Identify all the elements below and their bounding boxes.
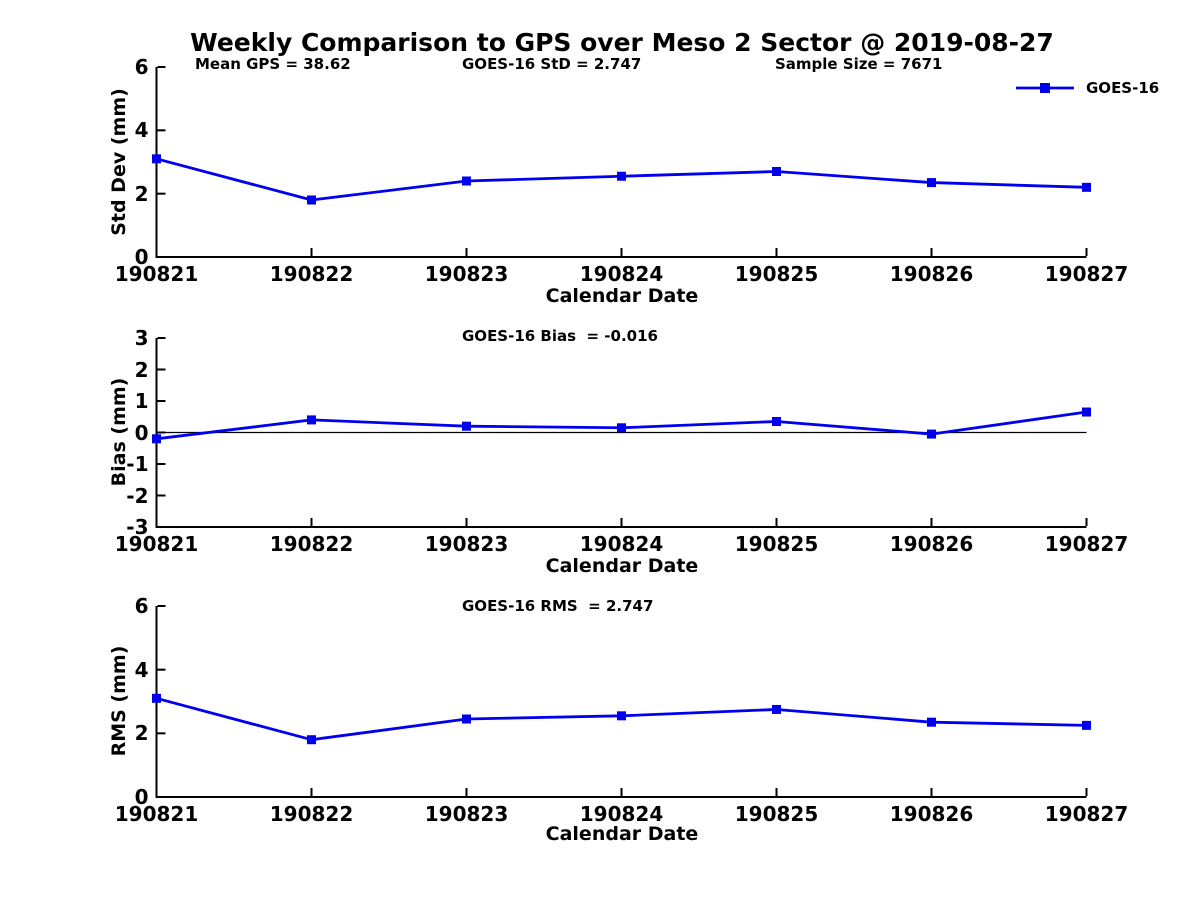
data-point-marker xyxy=(772,704,781,714)
data-point-marker xyxy=(152,434,161,444)
x-tick-label: 190821 xyxy=(114,532,199,556)
legend-line-icon xyxy=(1016,83,1074,93)
y-tick-label: 2 xyxy=(134,721,149,746)
x-tick-label: 190822 xyxy=(269,802,354,826)
subplot-stddev: Weekly Comparison to GPS over Meso 2 Sec… xyxy=(0,0,1200,310)
y-tick-label: 0 xyxy=(134,420,149,445)
data-point-marker xyxy=(1082,182,1091,192)
data-point-marker xyxy=(462,714,471,724)
x-tick-label: 190822 xyxy=(269,532,354,556)
x-tick-label: 190821 xyxy=(114,262,199,286)
data-point-marker xyxy=(927,178,936,188)
y-tick-label: -3 xyxy=(126,515,149,539)
data-point-marker xyxy=(772,167,781,176)
y-tick-label: 2 xyxy=(134,181,149,206)
data-point-marker xyxy=(307,735,316,745)
data-point-marker xyxy=(152,154,161,164)
x-tick-label: 190827 xyxy=(1044,802,1129,826)
data-point-marker xyxy=(152,693,161,703)
x-tick-label: 190826 xyxy=(889,532,974,556)
x-tick-label: 190824 xyxy=(579,532,664,556)
x-tick-label: 190825 xyxy=(734,262,819,286)
y-tick-label: -1 xyxy=(126,452,149,476)
subplot-rms: RMS (mm) Calendar Date 0 2 4 6 190821 190822 1… xyxy=(0,580,1200,900)
y-tick-label: 4 xyxy=(134,657,149,682)
y-tick-label: 6 xyxy=(134,594,149,618)
legend: GOES-16 xyxy=(1015,80,1159,96)
annotation-mean-gps: Mean GPS = 38.62 xyxy=(195,55,351,73)
data-point-marker xyxy=(617,711,626,721)
x-tick-label: 190821 xyxy=(114,802,199,826)
annotation-goes16-bias: GOES-16 Bias = -0.016 xyxy=(462,327,658,345)
y-tick-label: -2 xyxy=(126,483,149,508)
x-tick-label: 190825 xyxy=(734,802,819,826)
x-axis-label-bias: Calendar Date xyxy=(545,555,699,577)
data-point-marker xyxy=(307,195,316,205)
data-point-marker xyxy=(772,416,781,426)
y-tick-label: 0 xyxy=(134,785,149,809)
y-tick-label: 4 xyxy=(134,118,149,143)
y-tick-label: 1 xyxy=(134,389,149,413)
data-point-marker xyxy=(462,421,471,431)
x-tick-label: 190823 xyxy=(424,262,509,286)
data-point-marker xyxy=(1082,407,1091,417)
figure-title: Weekly Comparison to GPS over Meso 2 Sec… xyxy=(190,28,1054,57)
plot-canvas xyxy=(152,337,1091,528)
x-tick-label: 190824 xyxy=(579,802,664,826)
x-tick-label: 190826 xyxy=(889,262,974,286)
x-axis-label-rms: Calendar Date xyxy=(545,823,699,845)
x-axis-label-stddev: Calendar Date xyxy=(545,285,699,307)
data-point-marker xyxy=(617,423,626,433)
x-tick-label: 190823 xyxy=(424,802,509,826)
x-tick-label: 190822 xyxy=(269,262,354,286)
legend-label: GOES-16 xyxy=(1086,79,1160,97)
y-tick-label: 2 xyxy=(134,357,149,382)
annotation-goes16-rms: GOES-16 RMS = 2.747 xyxy=(462,597,654,615)
data-point-marker xyxy=(1082,720,1091,730)
data-point-marker xyxy=(462,176,471,186)
plot-canvas xyxy=(152,66,1091,258)
x-tick-label: 190824 xyxy=(579,262,664,286)
subplot-bias: Bias (mm) Calendar Date -3 -2 -1 0 1 2 3 190821… xyxy=(0,310,1200,580)
data-point-marker xyxy=(617,171,626,181)
annotation-goes16-std: GOES-16 StD = 2.747 xyxy=(462,55,642,73)
data-point-marker xyxy=(307,415,316,425)
x-tick-label: 190823 xyxy=(424,532,509,556)
y-tick-label: 3 xyxy=(134,326,149,350)
data-point-marker xyxy=(927,717,936,727)
annotation-sample-size: Sample Size = 7671 xyxy=(775,55,943,73)
plot-canvas xyxy=(152,605,1091,798)
y-tick-label: 0 xyxy=(134,245,149,269)
data-point-marker xyxy=(927,429,936,439)
x-tick-label: 190827 xyxy=(1044,262,1129,286)
x-tick-label: 190826 xyxy=(889,802,974,826)
y-tick-label: 6 xyxy=(134,55,149,79)
x-tick-label: 190825 xyxy=(734,532,819,556)
x-tick-label: 190827 xyxy=(1044,532,1129,556)
